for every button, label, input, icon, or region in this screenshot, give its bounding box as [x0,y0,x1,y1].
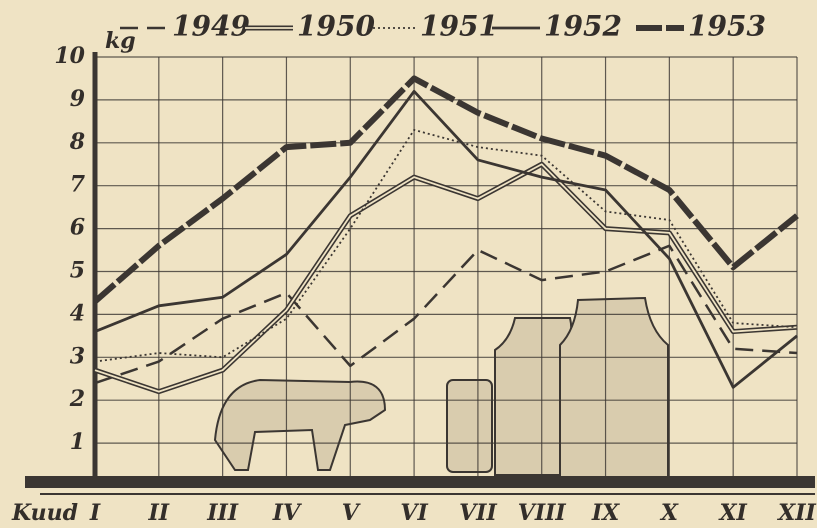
y-tick-label: 5 [70,258,85,284]
milk-can [447,380,492,472]
y-tick-label: 3 [70,343,85,369]
y-tick-label: 6 [70,215,85,241]
y-tick-label: 9 [70,86,85,112]
y-tick-label: 1 [70,429,85,455]
x-tick-label: VII [459,500,497,526]
legend-label: 1950 [297,10,375,43]
x-tick-label: I [89,500,101,526]
x-tick-label: VIII [518,500,567,526]
legend-label: 1953 [688,10,766,43]
x-tick-label: IV [272,500,302,526]
y-axis-label: kg [105,28,136,54]
x-tick-label: XII [776,500,816,526]
y-tick-label: 7 [70,172,86,198]
y-tick-label: 4 [70,300,85,326]
legend-label: 1951 [420,10,498,43]
x-tick-label: V [342,500,361,526]
milk-can [560,298,668,478]
x-tick-label: IX [591,500,620,526]
y-tick-label: 10 [54,43,85,69]
x-tick-label: X [659,500,679,526]
chart: kg Kuud 12345678910IIIIIIIVVVIVIIVIIIIXX… [0,0,817,528]
legend-label: 1952 [544,10,622,43]
x-tick-label: VI [400,500,428,526]
y-tick-label: 8 [69,129,85,155]
legend-label: 1949 [172,10,250,43]
background [0,0,817,528]
x-tick-label: II [148,500,170,526]
x-tick-label: XI [717,500,747,526]
ground-bar [25,476,815,488]
x-axis-label: Kuud [11,500,78,526]
y-tick-label: 2 [69,386,85,412]
x-tick-label: III [206,500,239,526]
